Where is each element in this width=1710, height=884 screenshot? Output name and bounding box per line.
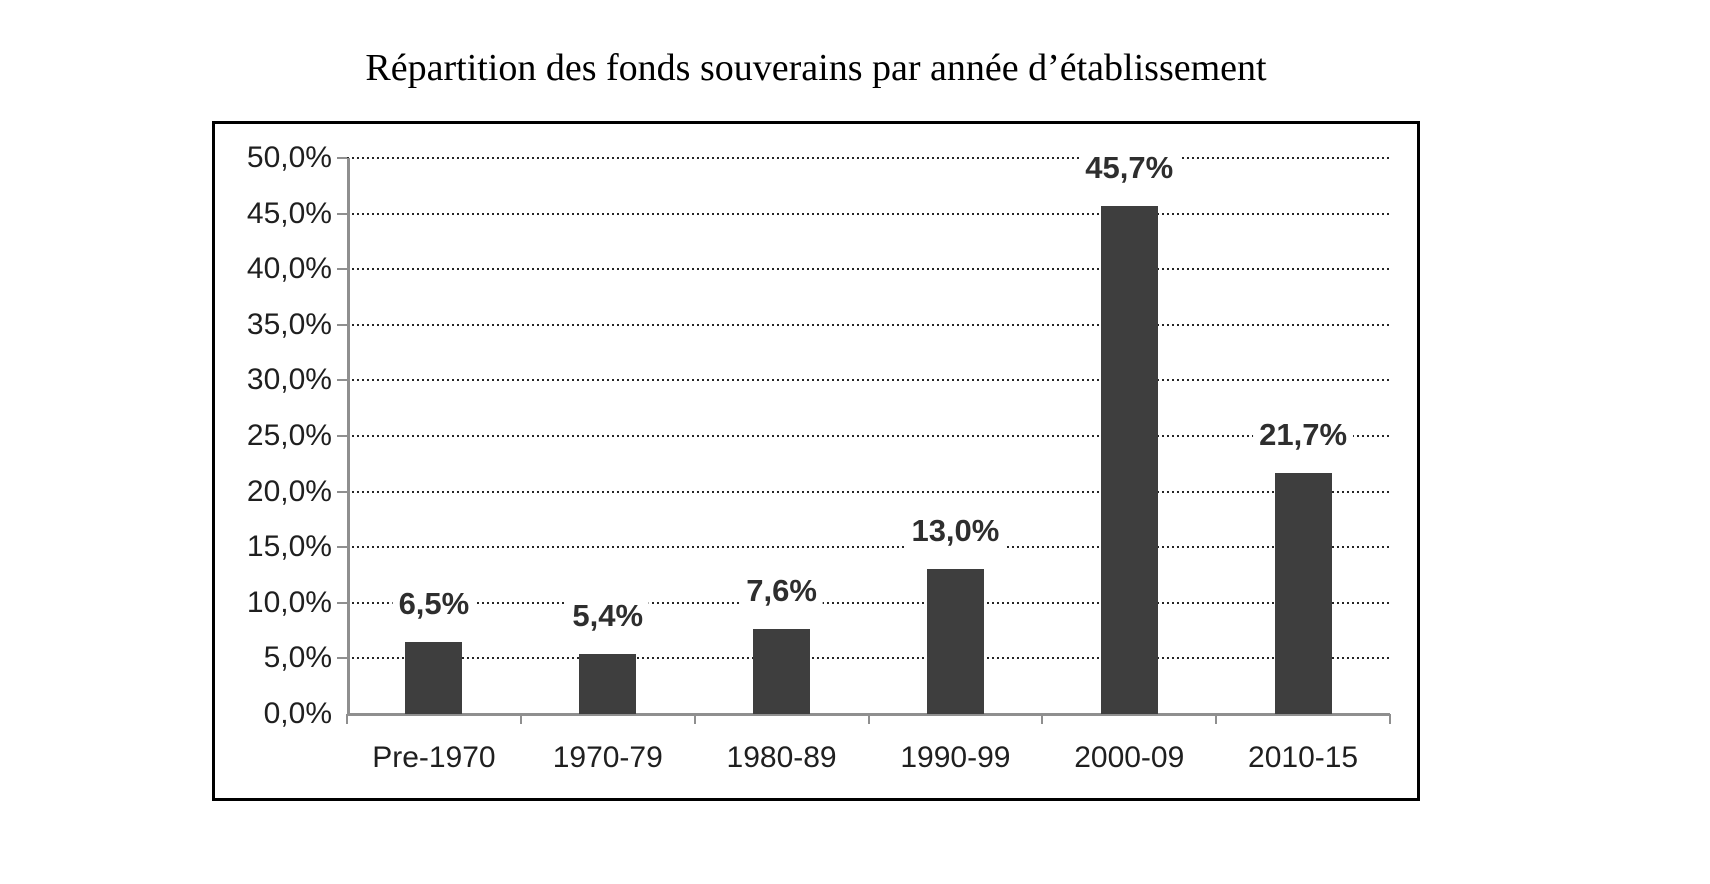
bar-value-label: 21,7% [1253,416,1354,453]
gridline [347,490,1390,493]
x-axis-tick [346,714,348,724]
bar-value-label: 6,5% [392,585,476,622]
y-axis-tick [337,601,347,604]
y-axis-tick [337,490,347,493]
y-axis-label: 30,0% [246,363,332,397]
gridline [347,601,1390,604]
x-axis-label: 1990-99 [900,741,1011,774]
y-axis-label: 15,0% [246,530,332,564]
gridline [347,323,1390,326]
y-axis-label: 10,0% [246,585,332,619]
y-axis-label: 20,0% [246,474,332,508]
x-axis-tick [1389,714,1391,724]
y-axis-line [347,158,350,714]
bar-value-label: 13,0% [905,513,1006,550]
x-axis-tick [1215,714,1218,724]
x-axis-label: 2000-09 [1074,741,1185,774]
bar-value-label: 7,6% [740,573,823,610]
y-axis-tick [337,268,347,271]
gridline [347,379,1390,382]
gridline [347,435,1390,437]
gridline [347,657,1390,660]
bar [405,641,463,714]
gridline [347,157,1390,159]
bar [579,653,637,714]
x-axis-tick [693,714,696,724]
y-axis-label: 50,0% [246,141,332,174]
gridline [347,212,1390,215]
x-axis-tick [1041,714,1044,724]
bar-value-label: 5,4% [566,597,650,634]
y-axis-label: 35,0% [246,307,332,341]
x-axis-label: Pre-1970 [372,741,496,774]
y-axis-tick [337,212,347,215]
x-axis-label: 2010-15 [1248,741,1359,774]
x-axis-label: 1970-79 [552,741,663,774]
chart-title: Répartition des fonds souverains par ann… [365,47,1267,89]
y-axis-label: 0,0% [263,697,332,730]
y-axis-label: 25,0% [246,419,332,452]
x-axis-tick [519,714,522,724]
y-axis-label: 5,0% [263,641,332,675]
gridline [347,546,1390,549]
y-axis-tick [337,546,347,549]
x-axis-tick [867,714,870,724]
gridline [347,268,1390,271]
x-axis-label: 1980-89 [726,741,837,774]
y-axis-tick [337,157,347,159]
bar [1274,472,1332,714]
bar [753,629,811,714]
chart-frame: 0,0% 5,0% 10,0% 15,0% 20,0% 25,0% 30,0% 35,0% 40… [212,121,1420,801]
y-axis-label: 40,0% [246,252,332,286]
y-axis-tick [337,435,347,437]
plot-area: 0,0% 5,0% 10,0% 15,0% 20,0% 25,0% 30,0% 35,0% 40… [215,124,1417,798]
y-axis-tick [337,323,347,326]
bar [926,569,984,714]
bar-value-label: 45,7% [1079,149,1180,186]
bar [1100,205,1158,714]
y-axis-tick [337,657,347,660]
y-axis-label: 45,0% [246,196,332,230]
y-axis-tick [337,379,347,382]
